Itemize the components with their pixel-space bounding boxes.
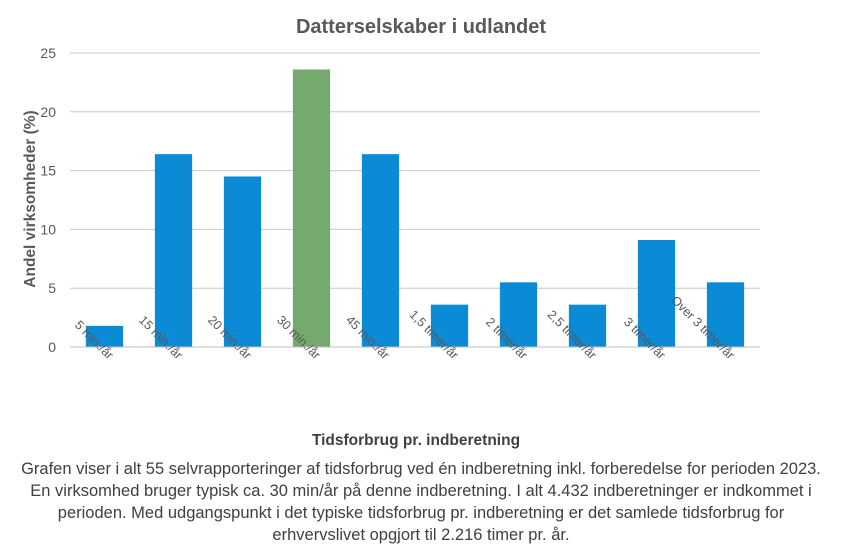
y-tick-label: 15: [40, 163, 56, 179]
y-tick-label: 10: [40, 221, 56, 237]
bar: [637, 239, 676, 347]
bar: [568, 304, 607, 347]
bar: [154, 154, 193, 347]
y-tick-label: 25: [40, 45, 56, 61]
bar: [361, 154, 400, 347]
x-axis-label: Tidsforbrug pr. indberetning: [312, 432, 520, 449]
bar: [292, 69, 331, 348]
y-tick-label: 5: [48, 280, 56, 296]
y-axis-ticks: 0 5 10 15 20 25: [40, 45, 56, 355]
bars: [70, 69, 760, 348]
bar: [430, 304, 469, 347]
chart-caption: Grafen viser i alt 55 selvrapporteringer…: [21, 460, 821, 544]
chart-title: Datterselskaber i udlandet: [296, 16, 546, 38]
y-tick-label: 20: [40, 104, 56, 120]
y-axis-label: Andel virksomheder (%): [22, 110, 39, 287]
bar: [223, 176, 262, 347]
bar: [85, 325, 124, 347]
y-tick-label: 0: [48, 339, 56, 355]
bar: [706, 282, 745, 347]
bar: [499, 282, 538, 347]
